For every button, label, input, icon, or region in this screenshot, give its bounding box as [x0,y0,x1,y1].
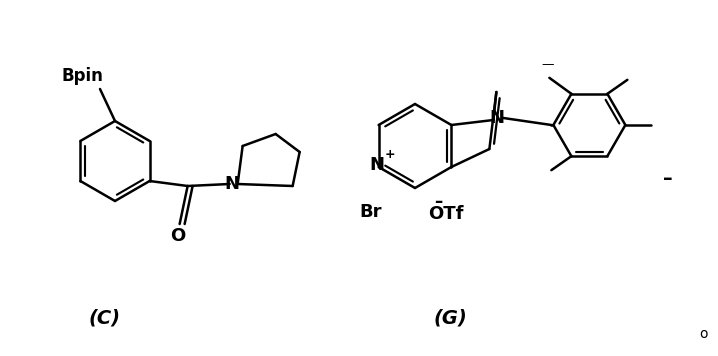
Text: OTf: OTf [428,205,463,223]
Text: N: N [369,156,384,174]
Text: +: + [384,148,395,162]
Text: –: – [434,193,443,211]
Text: Br: Br [360,203,382,221]
Text: Bpin: Bpin [61,67,103,85]
Text: N: N [224,175,239,193]
Text: (C): (C) [89,309,121,328]
Text: N: N [490,109,505,127]
Text: (G): (G) [433,309,467,328]
Text: —: — [541,58,554,71]
Text: –: – [663,168,673,188]
Text: O: O [170,227,185,245]
Text: o: o [699,327,707,341]
